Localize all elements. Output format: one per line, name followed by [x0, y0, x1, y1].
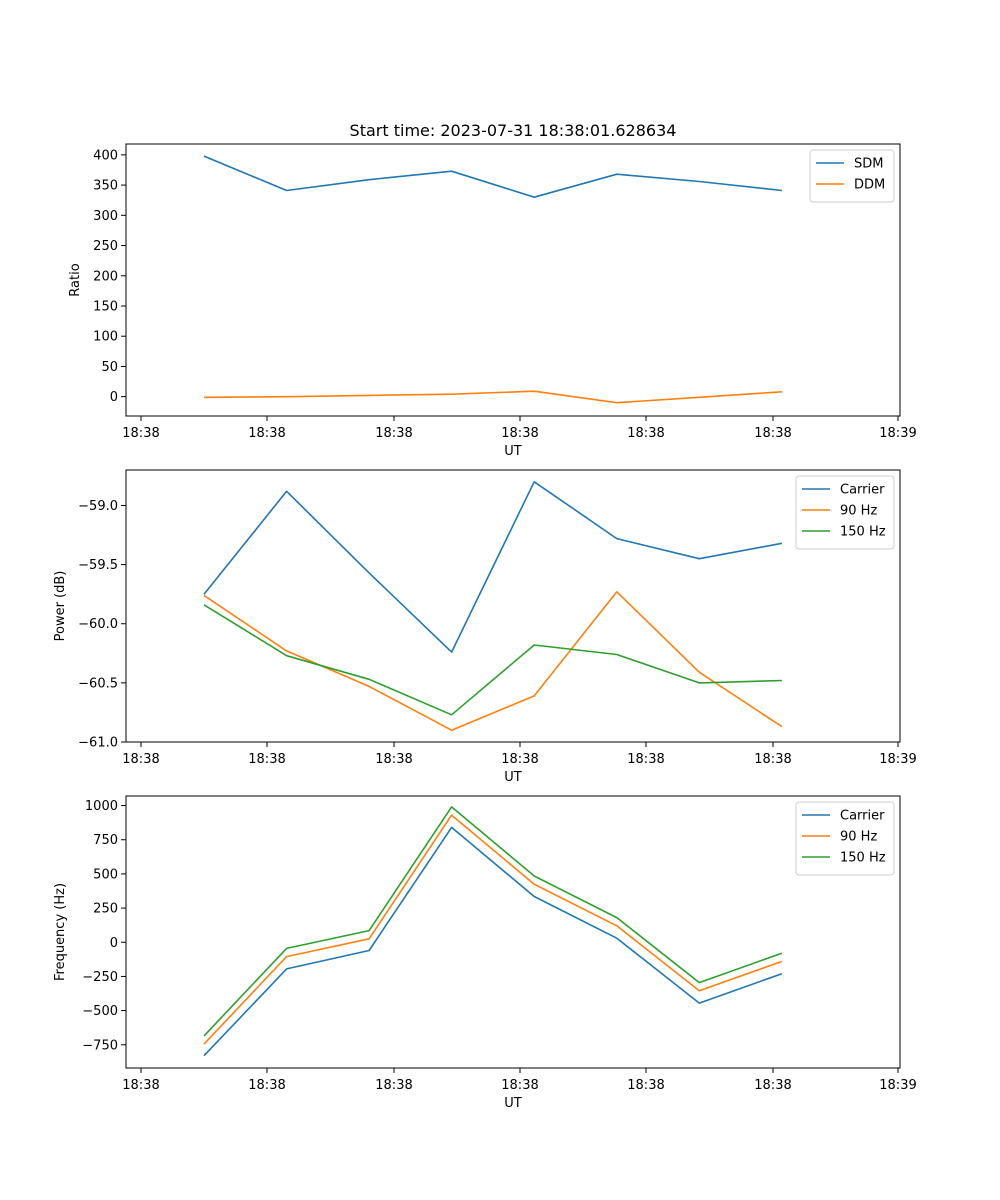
legend: Carrier 90 Hz 150 Hz [795, 801, 895, 876]
x-tick-label: 18:39 [879, 752, 916, 767]
axes-frame [125, 469, 901, 743]
legend-label: Carrier [840, 809, 885, 824]
legend-label: 90 Hz [840, 830, 877, 845]
y-tick-label: 750 [93, 833, 118, 848]
y-axis-label: Ratio [68, 263, 83, 296]
x-tick-label: 18:38 [375, 1078, 412, 1093]
figure-title: Start time: 2023-07-31 18:38:01.628634 [350, 121, 677, 140]
x-tick-label: 18:38 [754, 1078, 791, 1093]
y-tick-label: −60.5 [78, 676, 118, 691]
series-line-ddm [203, 390, 782, 404]
axes-frame [125, 143, 901, 417]
series-line-90-hz [203, 590, 783, 732]
x-tick-label: 18:38 [122, 752, 159, 767]
axes-frame [125, 795, 901, 1069]
subplot-1: 0 50 100 150 200 250 300 350 400 18:38 18:38 18:38 1… [68, 143, 917, 459]
y-axis-label: Power (dB) [53, 571, 68, 642]
x-tick-label: 18:38 [501, 426, 538, 441]
series-line-sdm [203, 155, 782, 198]
y-tick-label: 500 [93, 867, 118, 882]
x-tick-label: 18:38 [375, 426, 412, 441]
legend-label: 90 Hz [840, 504, 877, 519]
x-tick-label: 18:38 [248, 426, 285, 441]
x-tick-label: 18:38 [375, 752, 412, 767]
x-tick-label: 18:38 [627, 1078, 664, 1093]
x-axis-label: UT [504, 1096, 522, 1111]
x-axis-label: UT [504, 770, 522, 785]
y-tick-label: 0 [110, 390, 118, 405]
y-tick-label: −61.0 [78, 736, 118, 751]
x-tick-label: 18:38 [248, 752, 285, 767]
legend-label: 150 Hz [840, 851, 886, 866]
legend-label: 150 Hz [840, 525, 886, 540]
x-tick-label: 18:38 [122, 426, 159, 441]
x-tick-label: 18:38 [248, 1078, 285, 1093]
y-tick-label: 100 [93, 330, 118, 345]
legend-label: SDM [854, 157, 883, 172]
series-line-carrier [203, 480, 783, 653]
x-tick-label: 18:38 [754, 426, 791, 441]
x-tick-label: 18:39 [879, 426, 916, 441]
subplots: 0 50 100 150 200 250 300 350 400 18:38 18:38 18:38 1… [53, 143, 917, 1111]
y-tick-label: 250 [93, 239, 118, 254]
y-tick-label: 150 [93, 299, 118, 314]
y-tick-label: 200 [93, 269, 118, 284]
y-tick-label: −500 [82, 1004, 118, 1019]
y-tick-label: 250 [93, 902, 118, 917]
y-axis-label: Frequency (Hz) [53, 883, 68, 981]
x-tick-label: 18:39 [879, 1078, 916, 1093]
x-tick-label: 18:38 [501, 752, 538, 767]
legend: Carrier 90 Hz 150 Hz [795, 475, 895, 550]
x-axis-label: UT [504, 444, 522, 459]
x-tick-label: 18:38 [627, 752, 664, 767]
series-line-90-hz [203, 814, 783, 1045]
x-tick-label: 18:38 [122, 1078, 159, 1093]
y-tick-label: 50 [101, 360, 118, 375]
y-tick-label: 350 [93, 179, 118, 194]
y-tick-label: −250 [82, 970, 118, 985]
y-tick-label: −59.0 [78, 499, 118, 514]
x-tick-label: 18:38 [501, 1078, 538, 1093]
legend: SDM DDM [809, 149, 895, 203]
subplot-2: −61.0 −60.5 −60.0 −59.5 −59.0 18:38 18:38 18:38… [53, 469, 917, 785]
y-tick-label: 400 [93, 148, 118, 163]
series-line-carrier [203, 826, 783, 1057]
subplot-3: −750 −500 −250 0 250 500 750 1000 18:38 18:38 18:3… [53, 795, 917, 1111]
y-tick-label: 1000 [85, 799, 118, 814]
y-tick-label: −60.0 [78, 617, 118, 632]
x-tick-label: 18:38 [754, 752, 791, 767]
y-tick-label: 0 [110, 936, 118, 951]
x-tick-label: 18:38 [627, 426, 664, 441]
series-line-150-hz [203, 604, 782, 716]
series-line-150-hz [203, 806, 783, 1037]
y-tick-label: −59.5 [78, 558, 118, 573]
legend-label: Carrier [840, 483, 885, 498]
legend-label: DDM [854, 178, 885, 193]
y-tick-label: −750 [82, 1038, 118, 1053]
y-tick-label: 300 [93, 209, 118, 224]
